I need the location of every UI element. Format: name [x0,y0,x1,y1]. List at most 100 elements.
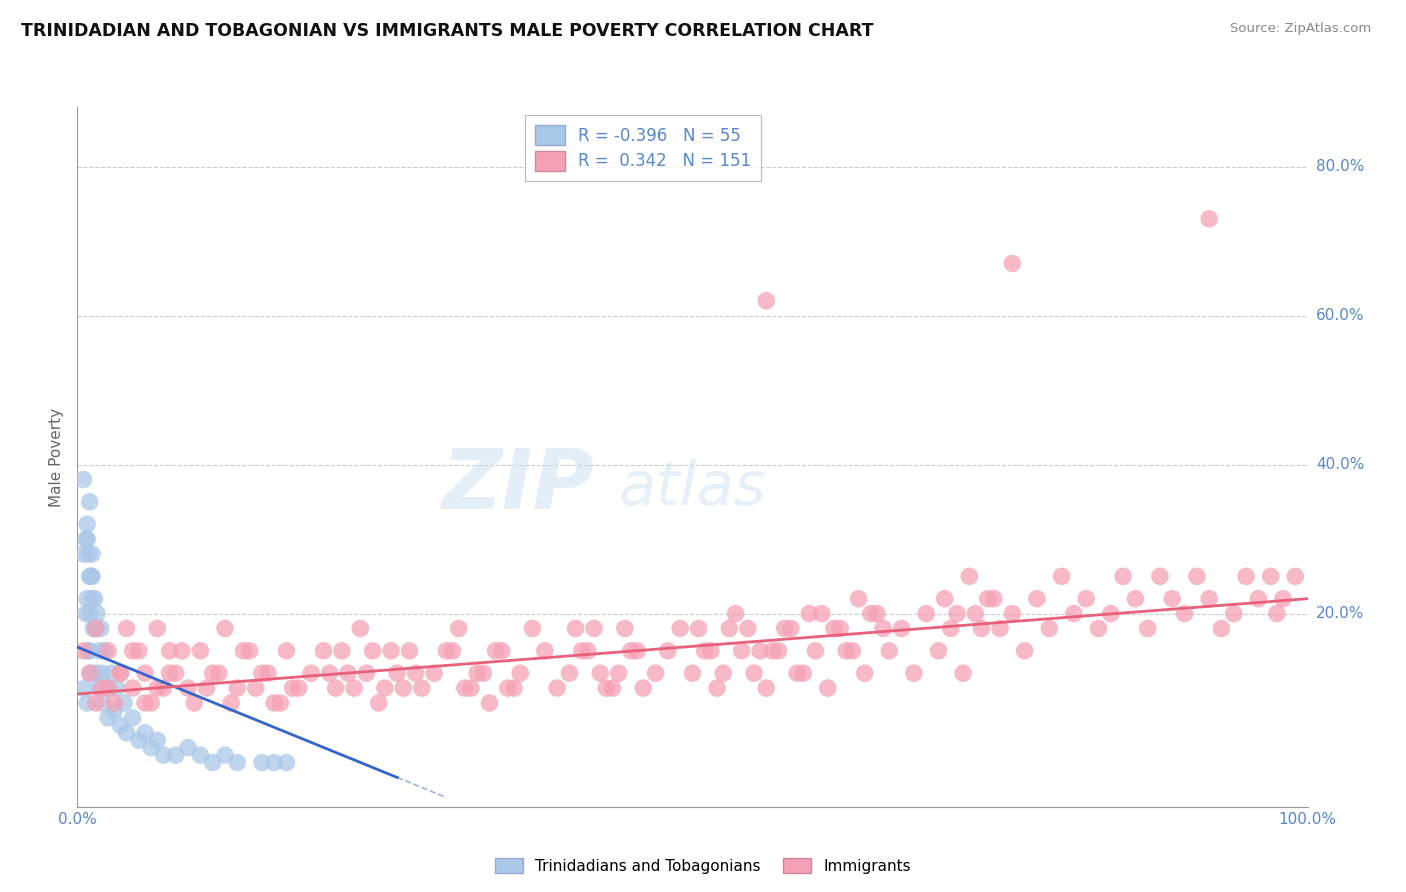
Point [970,622,993,636]
Point [724,607,747,621]
Point [84,696,107,710]
Point [866,607,889,621]
Point [90,696,114,710]
Point [965,607,987,621]
Point [657,644,679,658]
Point [170,644,193,658]
Point [1284,569,1306,583]
Point [392,681,415,695]
Point [232,644,254,658]
Point [576,644,599,658]
Point [159,666,181,681]
Point [299,666,322,681]
Point [214,748,236,763]
Point [1087,622,1109,636]
Point [688,622,710,636]
Point [1076,591,1098,606]
Point [436,644,458,658]
Point [110,666,132,681]
Point [75,532,97,546]
Point [1247,591,1270,606]
Point [644,666,666,681]
Point [82,547,104,561]
Point [983,591,1005,606]
Point [141,740,163,755]
Point [472,666,495,681]
Point [773,622,796,636]
Point [84,622,107,636]
Point [823,622,845,636]
Point [188,644,212,658]
Point [276,644,298,658]
Point [534,644,557,658]
Point [589,666,612,681]
Text: Source: ZipAtlas.com: Source: ZipAtlas.com [1230,22,1371,36]
Point [343,681,366,695]
Point [115,622,138,636]
Point [134,725,156,739]
Point [583,622,606,636]
Point [349,622,371,636]
Point [201,666,224,681]
Text: atlas: atlas [619,459,766,518]
Point [1112,569,1135,583]
Point [239,644,262,658]
Y-axis label: Male Poverty: Male Poverty [49,408,65,507]
Point [82,622,104,636]
Point [700,644,723,658]
Point [214,622,236,636]
Point [1198,211,1220,226]
Point [465,666,488,681]
Point [602,681,624,695]
Point [72,547,94,561]
Point [76,517,98,532]
Point [330,644,353,658]
Point [288,681,311,695]
Point [454,681,477,695]
Point [188,748,212,763]
Point [447,622,470,636]
Point [84,666,107,681]
Point [312,644,335,658]
Point [77,547,100,561]
Point [361,644,384,658]
Point [1260,569,1282,583]
Point [134,696,156,710]
Point [411,681,433,695]
Point [146,622,169,636]
Point [957,569,980,583]
Point [269,696,291,710]
Point [558,666,581,681]
Point [1050,569,1073,583]
Point [1161,591,1184,606]
Point [250,756,273,770]
Point [73,681,96,695]
Point [879,644,901,658]
Point [761,644,783,658]
Point [146,681,169,695]
Point [934,591,956,606]
Point [89,681,111,695]
Point [792,666,814,681]
Point [112,696,135,710]
Point [872,622,894,636]
Point [128,644,150,658]
Point [83,591,105,606]
Text: ZIP: ZIP [441,444,595,525]
Point [367,696,389,710]
Point [97,711,120,725]
Point [76,696,98,710]
Point [491,644,513,658]
Point [101,666,124,681]
Point [522,622,544,636]
Point [103,703,125,717]
Point [626,644,648,658]
Point [706,681,728,695]
Point [1174,607,1197,621]
Point [731,644,754,658]
Point [810,607,832,621]
Point [318,666,340,681]
Point [103,696,125,710]
Point [84,622,107,636]
Point [201,756,224,770]
